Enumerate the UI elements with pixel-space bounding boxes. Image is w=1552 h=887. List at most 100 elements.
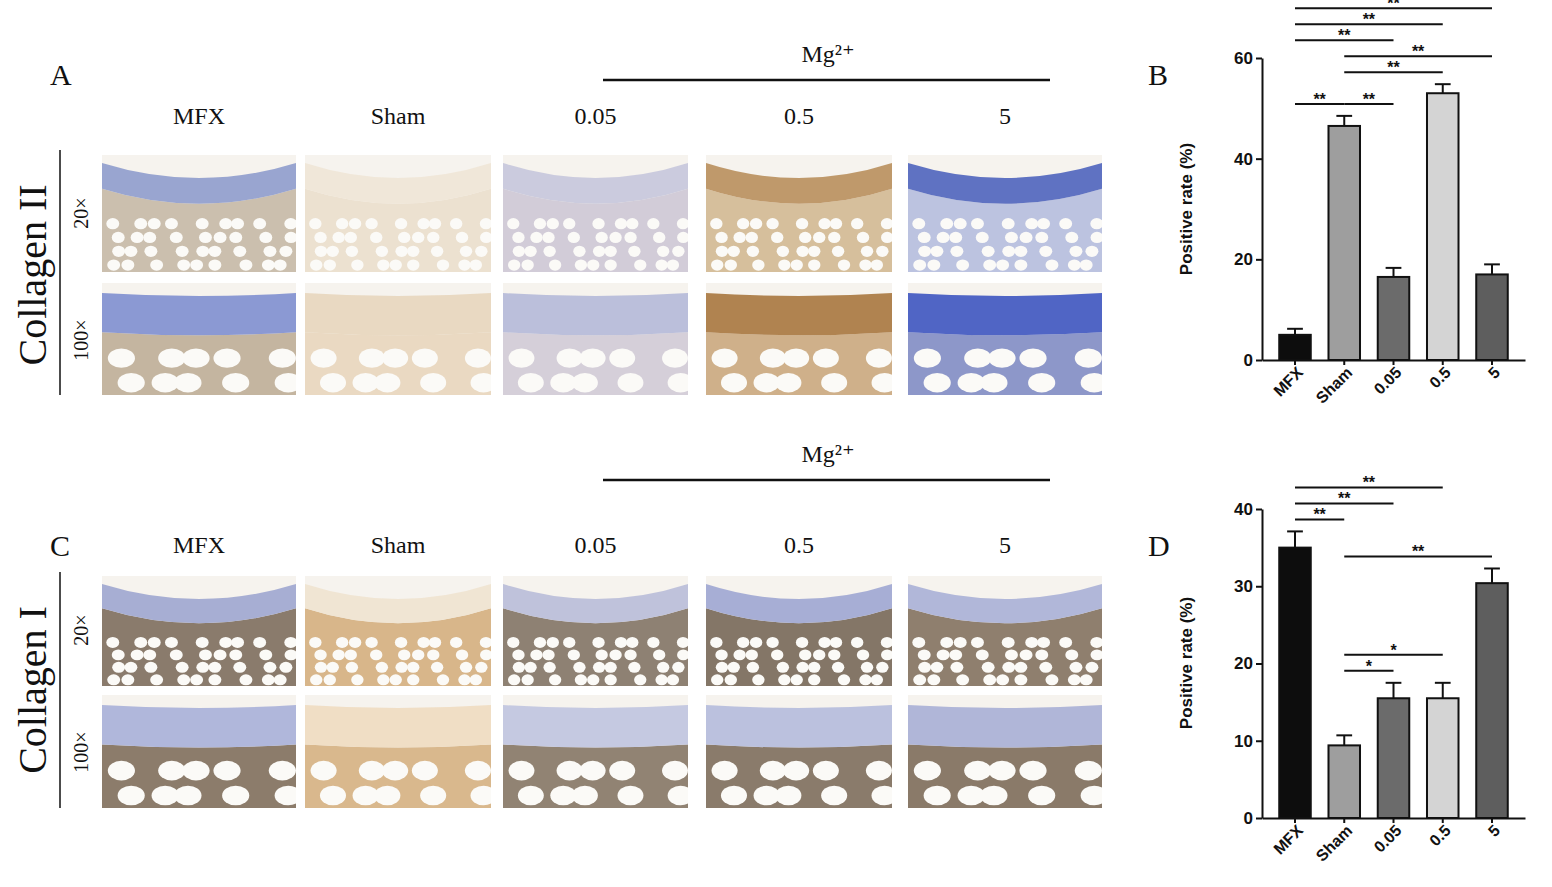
marrow-space [573, 246, 585, 257]
marrow-space [513, 662, 525, 673]
bar [1378, 277, 1410, 360]
marrow-space [982, 662, 995, 673]
bar [1427, 698, 1459, 818]
marrow-space [170, 232, 183, 243]
image-background [102, 576, 296, 686]
marrow-space [458, 674, 470, 685]
marrow-space [1020, 649, 1033, 660]
error-bar-stem [1393, 268, 1395, 277]
marrow-space [983, 259, 996, 270]
marrow-space [1025, 637, 1038, 648]
marrow-space [1069, 662, 1082, 673]
marrow-space [783, 348, 809, 367]
marrow-space [716, 662, 728, 673]
bar [1476, 274, 1508, 360]
marrow-space [777, 246, 789, 257]
marrow-space [395, 246, 407, 257]
marrow-space [158, 761, 185, 781]
marrow-space [1014, 674, 1027, 685]
cartilage-layer [305, 584, 491, 623]
marrow-space [1080, 674, 1093, 685]
marrow-space [549, 674, 561, 685]
marrow-space [881, 649, 892, 660]
marrow-space [866, 348, 892, 367]
marrow-space [460, 246, 472, 257]
marrow-space [143, 232, 156, 243]
marrow-space [988, 348, 1015, 367]
significance-label: ** [1338, 490, 1351, 507]
marrow-space [587, 259, 599, 270]
marrow-space [771, 649, 783, 660]
marrow-space [143, 649, 156, 660]
marrow-space [1068, 674, 1081, 685]
histology-image [503, 695, 688, 808]
marrow-space [390, 674, 402, 685]
marrow-space [796, 662, 808, 673]
marrow-space [398, 232, 410, 243]
marrow-space [592, 218, 604, 229]
tick-label: 0.05 [1371, 822, 1405, 856]
cartilage-layer [706, 163, 892, 204]
cartilage-layer [102, 584, 296, 623]
panel-letter: D [1148, 529, 1170, 562]
marrow-space [370, 649, 382, 660]
marrow-space [431, 662, 443, 673]
marrow-space [913, 674, 926, 685]
marrow-space [124, 246, 137, 257]
marrow-space [311, 761, 337, 781]
marrow-space [412, 649, 424, 660]
histology-image [908, 695, 1102, 808]
marrow-space [592, 637, 604, 648]
marrow-space [1028, 786, 1055, 806]
marrow-space [677, 637, 688, 648]
marrow-space [557, 761, 583, 781]
marrow-space [465, 348, 491, 367]
tick-label: 40 [1234, 500, 1253, 519]
marrow-space [285, 232, 296, 243]
marrow-space [657, 662, 669, 673]
marrow-space [912, 637, 925, 648]
marrow-space [190, 674, 203, 685]
y-tick: 60 [1234, 49, 1262, 68]
marrow-space [1002, 662, 1015, 673]
marrow-space [1035, 649, 1048, 660]
marrow-space [872, 373, 892, 392]
histology-image [503, 155, 688, 272]
bar [1378, 698, 1410, 818]
marrow-space [370, 232, 382, 243]
marrow-space [1059, 637, 1072, 648]
error-bar-cap [1386, 267, 1402, 269]
marrow-space [177, 259, 190, 270]
error-bar-stem [1343, 116, 1345, 126]
marrow-space [524, 246, 536, 257]
significance-bracket: ** [1344, 91, 1393, 108]
marrow-space [914, 348, 941, 367]
marrow-space [1005, 649, 1018, 660]
marrow-space [716, 246, 728, 257]
image-background [503, 695, 688, 808]
tick-label: 60 [1234, 49, 1253, 68]
marrow-space [431, 246, 443, 257]
marrow-space [231, 218, 244, 229]
marrow-space [196, 662, 209, 673]
marrow-space [320, 373, 346, 392]
marrow-space [1014, 246, 1027, 257]
marrow-space [634, 674, 646, 685]
marrow-space [771, 232, 783, 243]
marrow-space [1028, 373, 1055, 392]
marrow-space [626, 637, 638, 648]
image-background [908, 695, 1102, 808]
image-background [102, 155, 296, 272]
significance-bracket: ** [1295, 490, 1394, 507]
marrow-space [982, 246, 995, 257]
marrow-space [615, 637, 627, 648]
histology-image [706, 576, 892, 686]
marrow-space [881, 232, 892, 243]
error-bar-cap [1336, 115, 1352, 117]
marrow-space [346, 246, 358, 257]
marrow-space [775, 786, 801, 806]
image-background [503, 283, 688, 395]
bar-chart: B0204060MFXSham0.050.55Positive rate (%)… [1148, 0, 1526, 407]
x-tick: 0.5 [1426, 360, 1454, 391]
marrow-space [940, 218, 953, 229]
